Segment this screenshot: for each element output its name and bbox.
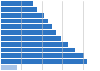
Bar [1, 7, 37, 12]
Bar [1, 53, 84, 58]
Bar [1, 59, 87, 64]
Bar [1, 42, 68, 47]
Bar [1, 19, 48, 23]
Bar [1, 1, 33, 6]
Bar [1, 13, 44, 18]
Bar [1, 36, 61, 41]
Bar [1, 65, 17, 70]
Bar [1, 30, 56, 35]
Bar [1, 48, 74, 52]
Bar [1, 24, 52, 29]
